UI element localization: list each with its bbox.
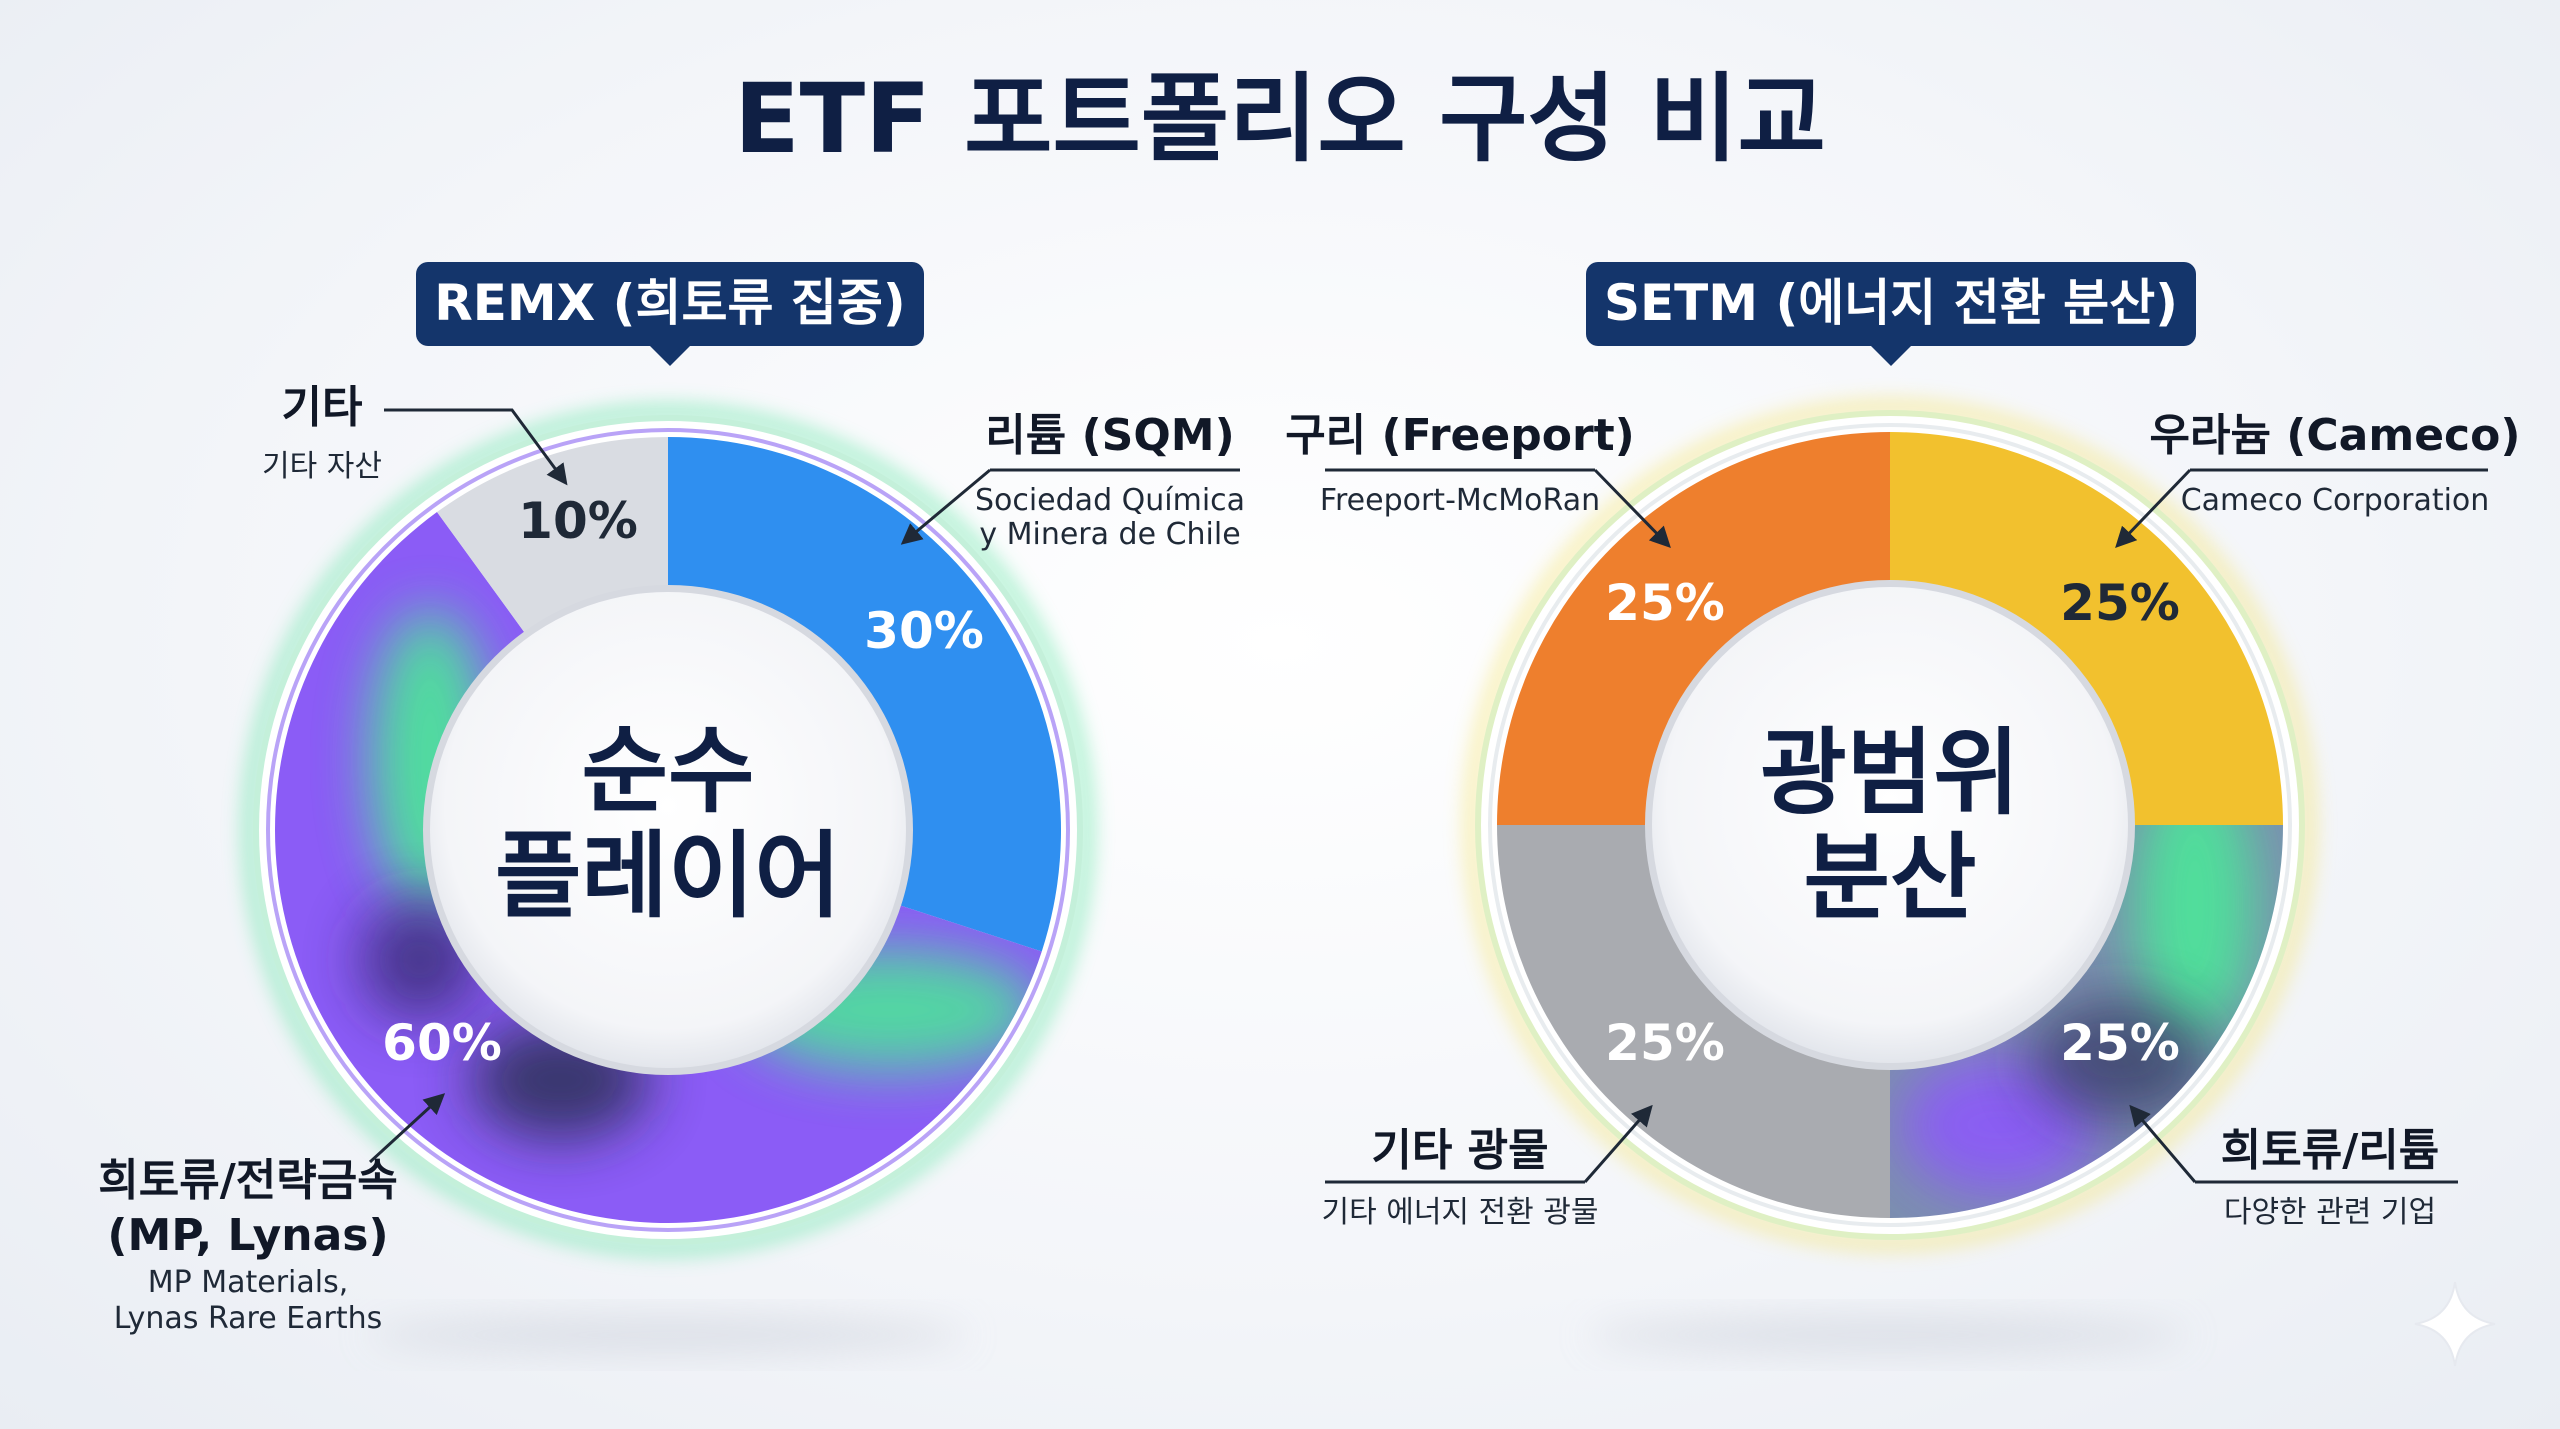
remx-sublabel-rare-earth-line2: Lynas Rare Earths bbox=[114, 1301, 383, 1336]
remx-label-rare-earth-line1: 희토류/전략금속 bbox=[98, 1155, 397, 1206]
setm-ground-shadow bbox=[1588, 1317, 2188, 1353]
remx-callout-rare-earth: 희토류/전략금속 (MP, Lynas) MP Materials, Lynas… bbox=[98, 1093, 446, 1336]
remx-center-label-line2: 플레이어 bbox=[495, 822, 841, 931]
remx-label-rare-earth-line2: (MP, Lynas) bbox=[107, 1210, 388, 1261]
remx-callout-lithium: 리튬 (SQM) Sociedad Química y Minera de Ch… bbox=[900, 410, 1245, 552]
remx-value-rare-earth: 60% bbox=[382, 1014, 502, 1072]
remx-center-label-line1: 순수 bbox=[582, 717, 755, 826]
remx-outer-glow bbox=[243, 405, 1093, 1255]
setm-center-label-line2: 분산 bbox=[1804, 824, 1977, 933]
remx-slice-other bbox=[437, 437, 668, 636]
remx-callout-other: 기타 기타 자산 bbox=[262, 382, 568, 486]
setm-value-uranium: 25% bbox=[2060, 574, 2180, 632]
setm-callout-rare-earth-lithium: 희토류/리튬 다양한 관련 기업 bbox=[2129, 1104, 2458, 1230]
remx-sublabel-lithium-line1: Sociedad Química bbox=[975, 483, 1245, 518]
remx-label-other: 기타 bbox=[282, 382, 363, 433]
remx-donut-chart: REMX (희토류 집중) 순수 플레이어 30% 60% 10% 기타 기 bbox=[98, 262, 1245, 1336]
setm-outer-ring-inner bbox=[1488, 423, 2292, 1227]
remx-slice-lithium bbox=[668, 437, 1061, 952]
setm-sublabel-other-minerals: 기타 에너지 전환 광물 bbox=[1321, 1195, 1598, 1230]
setm-value-other-minerals: 25% bbox=[1605, 1014, 1725, 1072]
setm-rare-earth-glow bbox=[1900, 825, 2255, 1195]
setm-badge-label: SETM (에너지 전환 분산) bbox=[1604, 274, 2178, 332]
setm-sublabel-copper: Freeport-McMoRan bbox=[1320, 483, 1600, 518]
page-title: ETF 포트폴리오 구성 비교 bbox=[734, 63, 1826, 175]
remx-badge-label: REMX (희토류 집중) bbox=[434, 274, 905, 332]
remx-sublabel-rare-earth-line1: MP Materials, bbox=[148, 1265, 349, 1300]
setm-callout-copper: 구리 (Freeport) Freeport-McMoRan bbox=[1285, 410, 1671, 549]
setm-callout-uranium: 우라늄 (Cameco) Cameco Corporation bbox=[2115, 410, 2521, 549]
remx-label-lithium: 리튬 (SQM) bbox=[985, 410, 1234, 461]
setm-center-label-line1: 광범위 bbox=[1760, 719, 2019, 828]
sparkle-icon bbox=[2414, 1281, 2496, 1367]
setm-donut-chart: SETM (에너지 전환 분산) 광범위 분산 25% 25% 25% 25% … bbox=[1285, 262, 2521, 1250]
setm-label-uranium: 우라늄 (Cameco) bbox=[2150, 410, 2521, 461]
setm-outer-glow bbox=[1465, 400, 2315, 1250]
setm-label-rare-earth-lithium: 희토류/리튬 bbox=[2221, 1125, 2439, 1176]
remx-sublabel-lithium-line2: y Minera de Chile bbox=[979, 517, 1240, 552]
remx-value-lithium: 30% bbox=[864, 602, 984, 660]
remx-inner-hole bbox=[430, 592, 906, 1068]
setm-sublabel-uranium: Cameco Corporation bbox=[2181, 483, 2490, 518]
setm-value-rare-earth-lithium: 25% bbox=[2060, 1014, 2180, 1072]
setm-sublabel-rare-earth-lithium: 다양한 관련 기업 bbox=[2224, 1195, 2436, 1230]
remx-badge: REMX (희토류 집중) bbox=[416, 262, 924, 366]
remx-value-other: 10% bbox=[518, 492, 638, 550]
remx-sublabel-other: 기타 자산 bbox=[262, 449, 382, 484]
setm-slice-other-minerals bbox=[1497, 825, 1890, 1218]
remx-ground-shadow bbox=[368, 1317, 968, 1353]
setm-label-other-minerals: 기타 광물 bbox=[1371, 1125, 1548, 1176]
setm-label-copper: 구리 (Freeport) bbox=[1285, 410, 1635, 461]
setm-value-copper: 25% bbox=[1605, 574, 1725, 632]
setm-inner-hole bbox=[1652, 587, 2128, 1063]
setm-slice-uranium bbox=[1890, 432, 2283, 825]
remx-outer-ring-inner bbox=[266, 428, 1070, 1232]
setm-badge: SETM (에너지 전환 분산) bbox=[1586, 262, 2196, 366]
setm-slice-copper bbox=[1497, 432, 1890, 825]
setm-callout-other-minerals: 기타 광물 기타 에너지 전환 광물 bbox=[1321, 1104, 1653, 1230]
